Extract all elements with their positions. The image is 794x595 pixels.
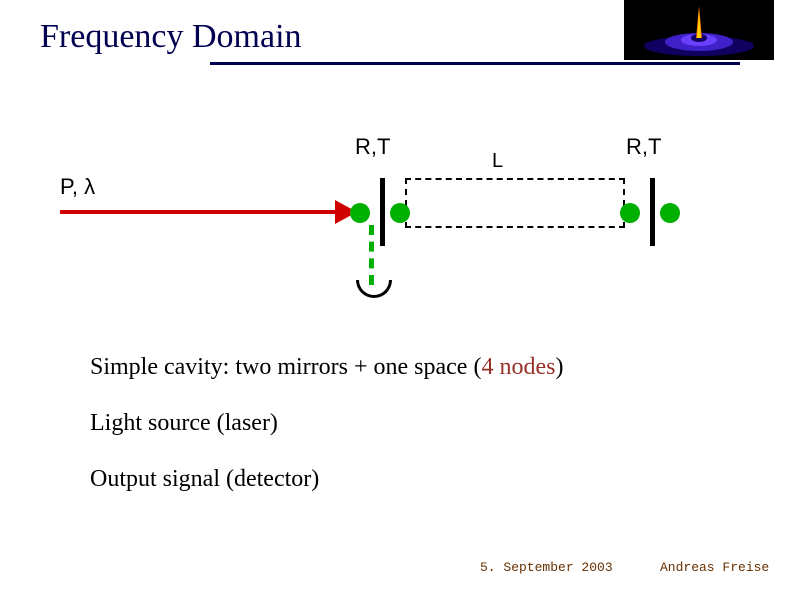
body-line-2: Light source (laser) xyxy=(90,410,278,437)
mirror-left-label: R,T xyxy=(355,134,390,160)
body-line-1-pre: Simple cavity: two mirrors + one space ( xyxy=(90,354,481,380)
laser-beam xyxy=(60,210,335,214)
cavity-diagram: P, λ R,T L R,T xyxy=(60,130,700,320)
corner-3d-plot-icon xyxy=(624,0,774,60)
title-underline xyxy=(210,62,740,65)
footer-date: 5. September 2003 xyxy=(480,560,613,575)
detector-line xyxy=(369,225,374,285)
body-line-3: Output signal (detector) xyxy=(90,466,319,493)
mirror-right-label: R,T xyxy=(626,134,661,160)
footer-author: Andreas Freise xyxy=(660,560,769,575)
node-2 xyxy=(390,203,410,223)
node-3 xyxy=(620,203,640,223)
node-1 xyxy=(350,203,370,223)
body-line-1: Simple cavity: two mirrors + one space (… xyxy=(90,354,563,381)
cavity-space xyxy=(405,178,625,228)
mirror-left xyxy=(380,178,385,246)
cavity-length-label: L xyxy=(492,150,503,173)
node-4 xyxy=(660,203,680,223)
slide-title: Frequency Domain xyxy=(40,18,302,56)
body-line-1-post: ) xyxy=(555,354,563,380)
body-line-1-highlight: 4 nodes xyxy=(481,354,555,380)
mirror-right xyxy=(650,178,655,246)
laser-label: P, λ xyxy=(60,174,95,200)
detector-icon xyxy=(356,280,392,298)
